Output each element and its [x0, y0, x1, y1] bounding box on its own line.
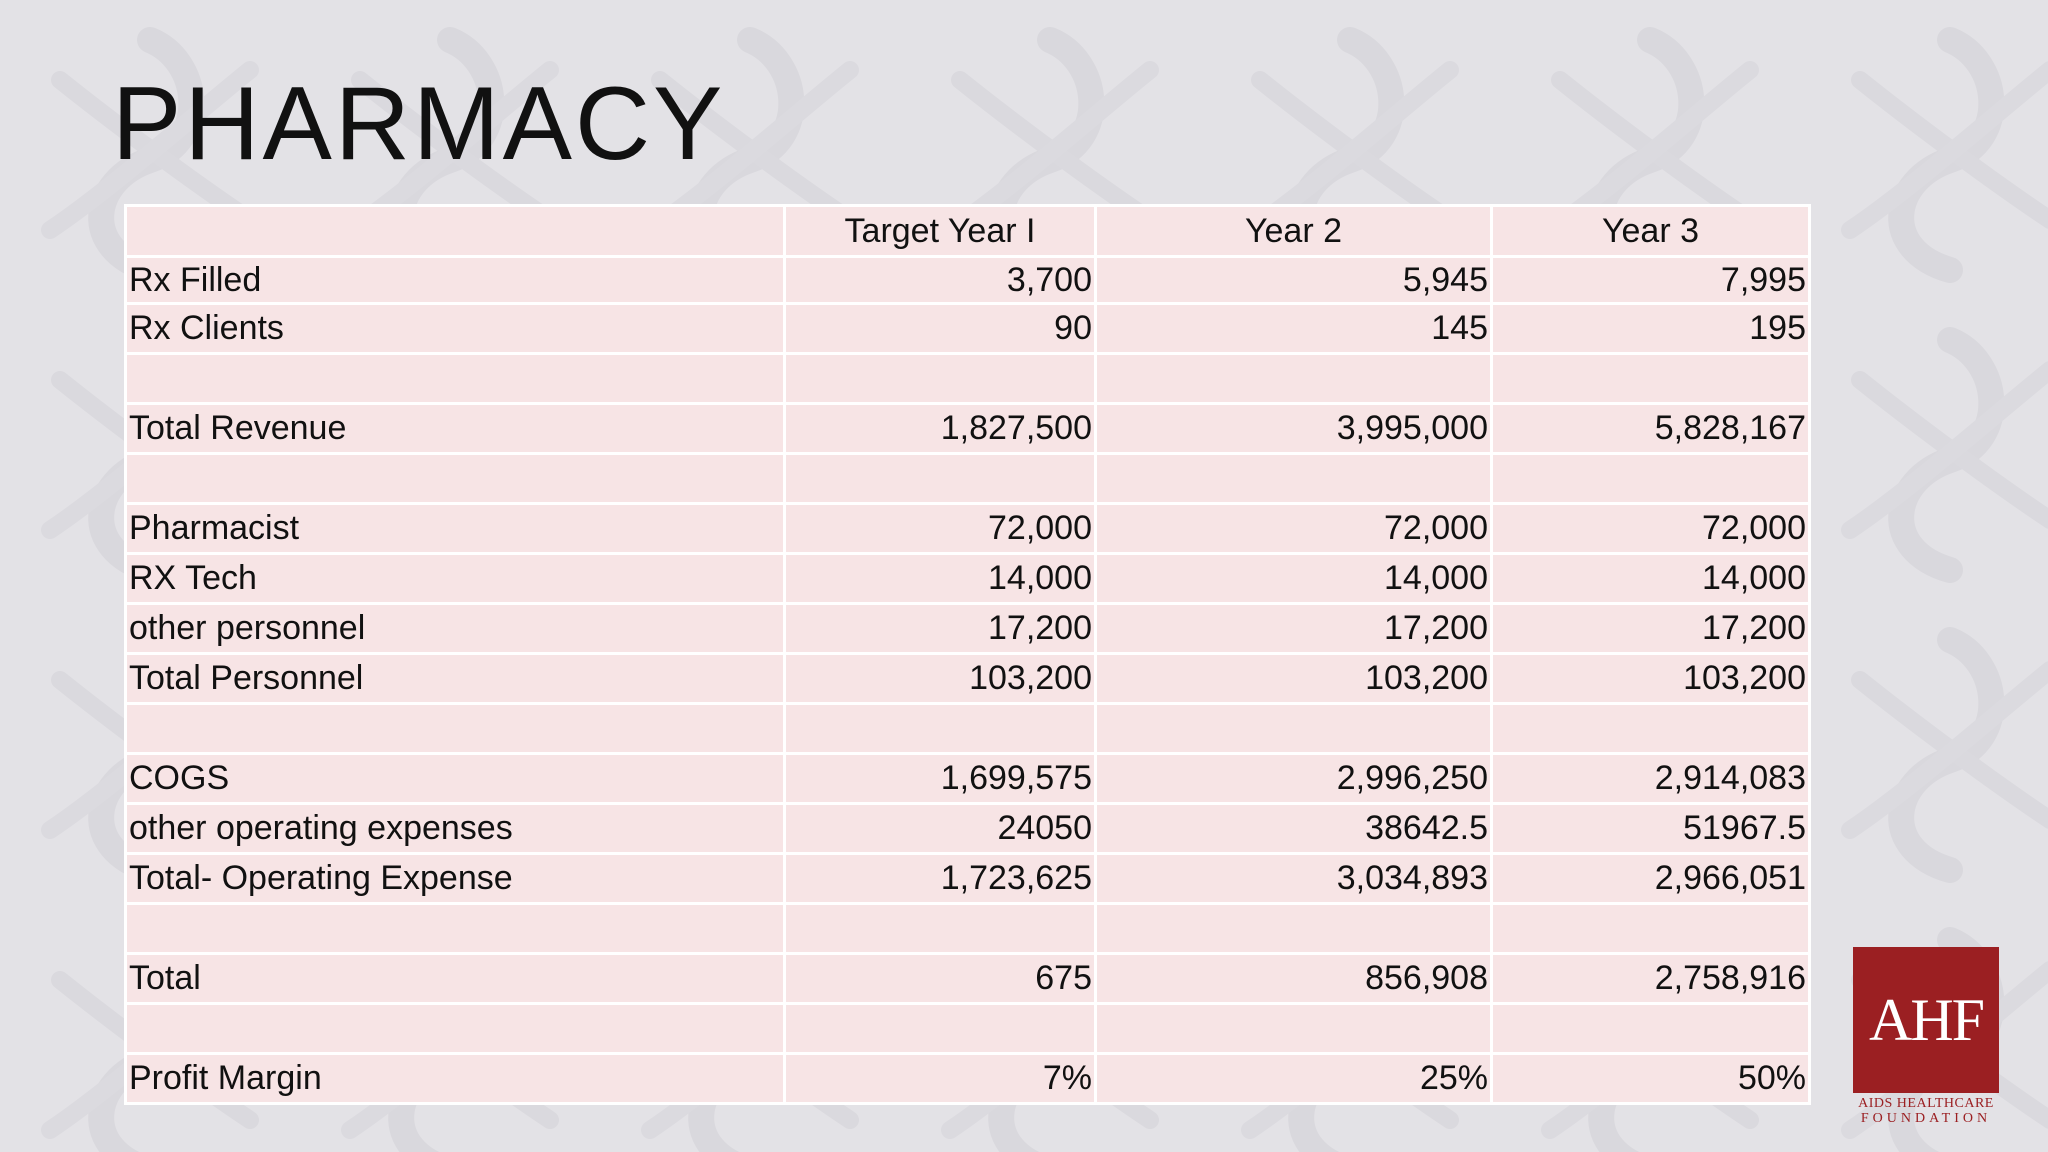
table-row-cogs: COGS 1,699,575 2,996,250 2,914,083	[124, 752, 1811, 805]
table-cell: 17,200	[1490, 602, 1811, 655]
table-row-total-personnel: Total Personnel 103,200 103,200 103,200	[124, 652, 1811, 705]
table-cell: 24050	[783, 802, 1097, 855]
ahf-logo: AHF AIDS HEALTHCARE FOUNDATION	[1853, 947, 1999, 1126]
table-row-spacer	[124, 452, 1811, 505]
row-label	[124, 702, 786, 755]
row-label: Rx Clients	[124, 302, 786, 355]
row-label: Rx Filled	[124, 255, 786, 305]
slide-title: PHARMACY	[112, 66, 726, 182]
table-cell: 72,000	[1094, 502, 1493, 555]
table-cell: 2,914,083	[1490, 752, 1811, 805]
logo-mark: AHF	[1853, 947, 1999, 1093]
table-cell: 103,200	[783, 652, 1097, 705]
row-label: Total	[124, 952, 786, 1005]
table-cell: 3,034,893	[1094, 852, 1493, 905]
table-cell	[783, 902, 1097, 955]
table-row-spacer	[124, 702, 1811, 755]
table-cell: 17,200	[1094, 602, 1493, 655]
header-cell-label	[124, 204, 786, 258]
table-cell: 1,699,575	[783, 752, 1097, 805]
table-cell	[783, 352, 1097, 405]
row-label	[124, 1002, 786, 1055]
row-label: Total Revenue	[124, 402, 786, 455]
table-cell: 2,966,051	[1490, 852, 1811, 905]
table-cell: 2,758,916	[1490, 952, 1811, 1005]
table-cell	[1094, 902, 1493, 955]
table-row-profit-margin: Profit Margin 7% 25% 50%	[124, 1052, 1811, 1105]
table-cell: 25%	[1094, 1052, 1493, 1105]
table-row-total: Total 675 856,908 2,758,916	[124, 952, 1811, 1005]
row-label: other personnel	[124, 602, 786, 655]
logo-text-line1: AIDS HEALTHCARE	[1858, 1096, 1994, 1111]
table-cell: 3,995,000	[1094, 402, 1493, 455]
row-label: other operating expenses	[124, 802, 786, 855]
table-cell: 195	[1490, 302, 1811, 355]
table-cell: 5,945	[1094, 255, 1493, 305]
table-cell: 38642.5	[1094, 802, 1493, 855]
header-cell-year3: Year 3	[1490, 204, 1811, 258]
table-cell: 72,000	[1490, 502, 1811, 555]
row-label: Profit Margin	[124, 1052, 786, 1105]
row-label	[124, 452, 786, 505]
table-cell: 14,000	[783, 552, 1097, 605]
table-cell: 90	[783, 302, 1097, 355]
row-label: Total- Operating Expense	[124, 852, 786, 905]
table-cell: 856,908	[1094, 952, 1493, 1005]
table-cell	[783, 452, 1097, 505]
table-cell: 14,000	[1490, 552, 1811, 605]
table-cell	[1490, 702, 1811, 755]
table-cell: 145	[1094, 302, 1493, 355]
table-cell	[1490, 902, 1811, 955]
table-row-total-operating-expense: Total- Operating Expense 1,723,625 3,034…	[124, 852, 1811, 905]
table-row-total-revenue: Total Revenue 1,827,500 3,995,000 5,828,…	[124, 402, 1811, 455]
table-row-spacer	[124, 902, 1811, 955]
table-cell: 7%	[783, 1052, 1097, 1105]
table-cell	[1490, 452, 1811, 505]
table-cell: 51967.5	[1490, 802, 1811, 855]
table-row-rx-clients: Rx Clients 90 145 195	[124, 302, 1811, 355]
table-row-spacer	[124, 352, 1811, 405]
table-cell: 2,996,250	[1094, 752, 1493, 805]
table-cell	[1094, 352, 1493, 405]
table-row-rx-filled: Rx Filled 3,700 5,945 7,995	[124, 255, 1811, 305]
table-cell	[783, 1002, 1097, 1055]
table-cell: 17,200	[783, 602, 1097, 655]
row-label: Total Personnel	[124, 652, 786, 705]
row-label: COGS	[124, 752, 786, 805]
table-cell: 103,200	[1490, 652, 1811, 705]
table-cell: 1,723,625	[783, 852, 1097, 905]
row-label	[124, 902, 786, 955]
pharmacy-financials-table: Target Year I Year 2 Year 3 Rx Filled 3,…	[124, 204, 1811, 1105]
table-cell: 675	[783, 952, 1097, 1005]
table-row-pharmacist: Pharmacist 72,000 72,000 72,000	[124, 502, 1811, 555]
table-cell: 50%	[1490, 1052, 1811, 1105]
table-cell	[1490, 1002, 1811, 1055]
table-row-other-personnel: other personnel 17,200 17,200 17,200	[124, 602, 1811, 655]
table-row-rx-tech: RX Tech 14,000 14,000 14,000	[124, 552, 1811, 605]
table-cell	[1094, 1002, 1493, 1055]
row-label: RX Tech	[124, 552, 786, 605]
table-row-other-operating-expenses: other operating expenses 24050 38642.5 5…	[124, 802, 1811, 855]
row-label	[124, 352, 786, 405]
header-cell-year2: Year 2	[1094, 204, 1493, 258]
logo-text-line2: FOUNDATION	[1860, 1111, 1992, 1126]
table-header-row: Target Year I Year 2 Year 3	[124, 204, 1811, 258]
table-cell	[783, 702, 1097, 755]
header-cell-year1: Target Year I	[783, 204, 1097, 258]
table-row-spacer	[124, 1002, 1811, 1055]
table-cell: 7,995	[1490, 255, 1811, 305]
table-cell: 14,000	[1094, 552, 1493, 605]
table-cell: 5,828,167	[1490, 402, 1811, 455]
row-label: Pharmacist	[124, 502, 786, 555]
table-cell	[1094, 702, 1493, 755]
table-cell	[1094, 452, 1493, 505]
table-cell: 72,000	[783, 502, 1097, 555]
table-cell: 103,200	[1094, 652, 1493, 705]
table-cell: 1,827,500	[783, 402, 1097, 455]
table-cell	[1490, 352, 1811, 405]
table-cell: 3,700	[783, 255, 1097, 305]
